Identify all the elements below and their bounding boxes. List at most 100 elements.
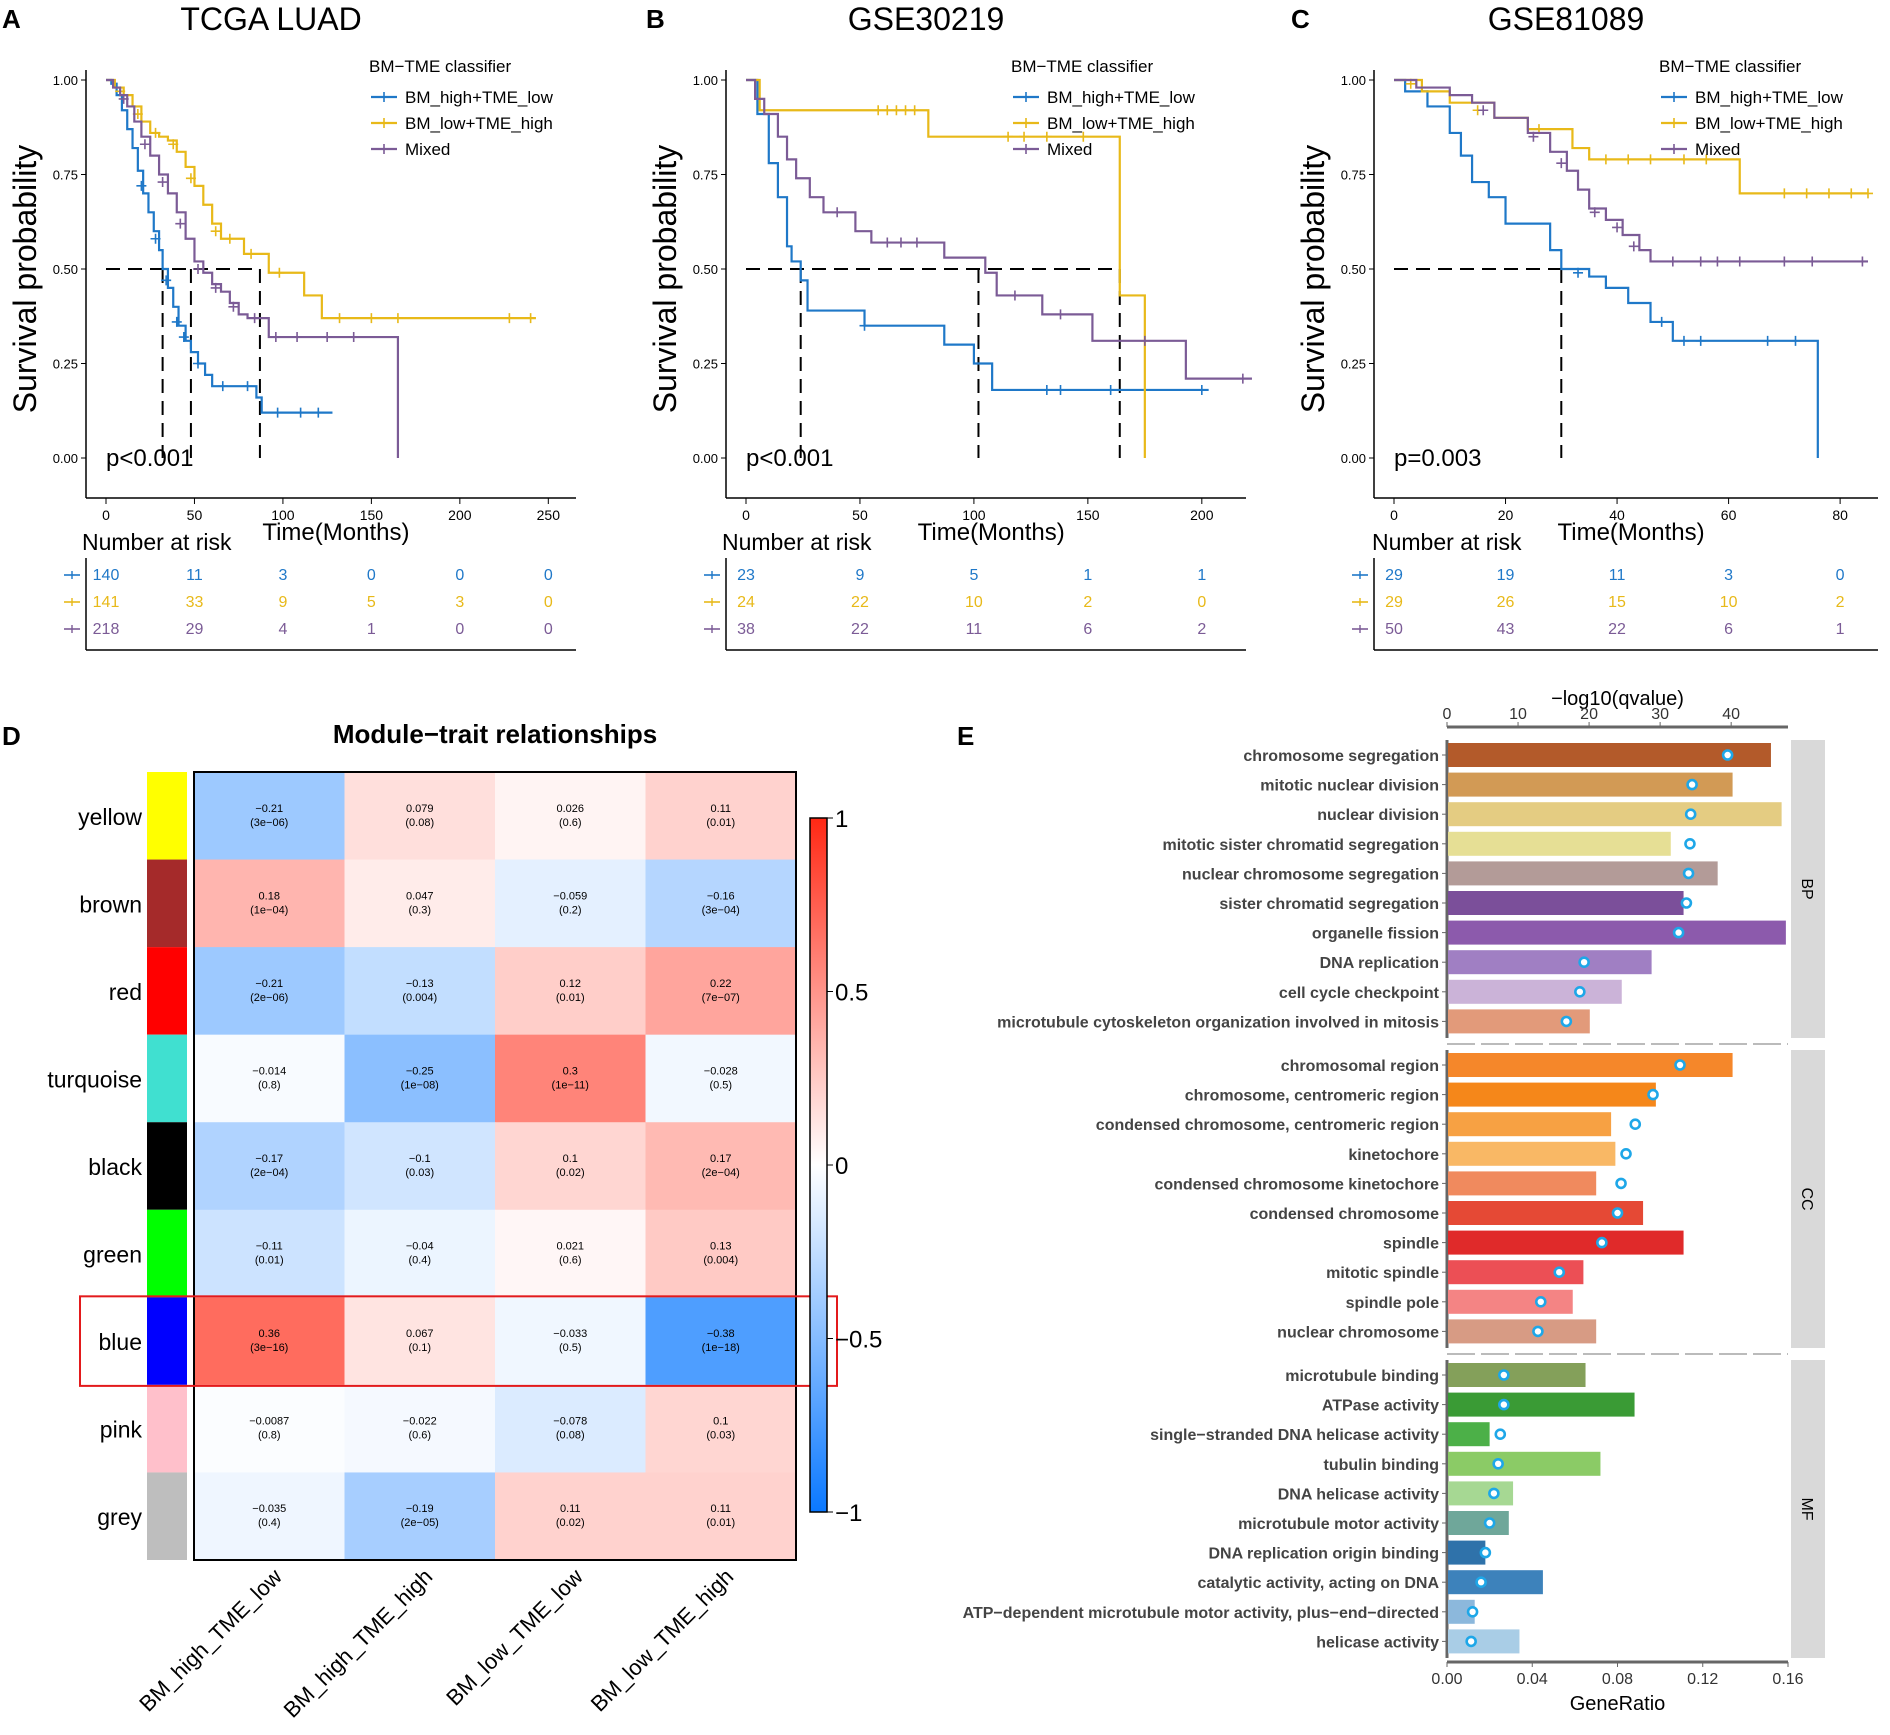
go-bar bbox=[1448, 1230, 1684, 1255]
censor-mark bbox=[895, 237, 906, 248]
cell-pvalue: (1e−04) bbox=[250, 904, 288, 916]
risk-count: 15 bbox=[1608, 594, 1626, 611]
legend-label: Mixed bbox=[1047, 140, 1092, 159]
censor-mark bbox=[504, 313, 515, 324]
go-bar bbox=[1448, 1053, 1733, 1077]
censor-mark bbox=[150, 233, 161, 244]
censor-mark bbox=[1823, 188, 1834, 199]
cell-value: −0.17 bbox=[255, 1153, 283, 1165]
censor-mark bbox=[210, 226, 221, 237]
y-tick-label: 0.75 bbox=[693, 168, 718, 183]
colorbar-tick-label: 1 bbox=[835, 806, 848, 833]
go-bar bbox=[1448, 1319, 1597, 1344]
y-tick-label: 0.00 bbox=[693, 451, 718, 466]
censor-mark bbox=[1589, 207, 1600, 218]
qvalue-point bbox=[1488, 1487, 1500, 1500]
cell-pvalue: (2e−06) bbox=[250, 992, 288, 1004]
go-term-label: DNA helicase activity bbox=[1278, 1486, 1439, 1503]
risk-count: 11 bbox=[186, 567, 203, 584]
risk-count: 2 bbox=[1197, 621, 1206, 638]
qvalue-point bbox=[1684, 837, 1696, 850]
x-axis-label: Time(Months) bbox=[1557, 519, 1704, 546]
go-bar bbox=[1448, 1540, 1486, 1565]
censor-mark bbox=[900, 105, 911, 116]
chart-title: GSE30219 bbox=[848, 1, 1005, 37]
cell-pvalue: (0.01) bbox=[556, 992, 585, 1004]
risk-count: 5 bbox=[367, 594, 376, 611]
censor-mark bbox=[272, 407, 283, 418]
qvalue-point bbox=[1498, 1398, 1510, 1411]
go-bar bbox=[1448, 950, 1652, 975]
risk-count: 0 bbox=[455, 567, 464, 584]
risk-count: 22 bbox=[851, 621, 869, 638]
cell-value: −0.16 bbox=[707, 890, 735, 902]
go-bar bbox=[1448, 1392, 1635, 1417]
censor-mark bbox=[1656, 316, 1667, 327]
censor-mark bbox=[1078, 131, 1089, 142]
censor-mark bbox=[1041, 131, 1052, 142]
risk-count: 10 bbox=[965, 594, 983, 611]
x-tick-label: 100 bbox=[962, 507, 986, 523]
go-panel-e: E −log10(qvalue) 0 10 20 30 40 0.00 0.04 0.08 0.12… bbox=[957, 688, 1825, 1715]
cell-value: 0.079 bbox=[406, 803, 434, 815]
module-label: turquoise bbox=[47, 1066, 142, 1092]
heatmap-cell bbox=[344, 1209, 496, 1298]
go-term-label: mitotic nuclear division bbox=[1260, 778, 1439, 795]
risk-count: 11 bbox=[1609, 567, 1626, 584]
risk-count: 5 bbox=[969, 567, 978, 584]
risk-count: 23 bbox=[737, 567, 755, 584]
top-axis-tick-label: 10 bbox=[1509, 706, 1527, 723]
censor-mark bbox=[210, 282, 221, 293]
go-bar bbox=[1448, 1363, 1586, 1387]
risk-count: 9 bbox=[278, 594, 287, 611]
heatmap-cell bbox=[495, 947, 646, 1036]
heatmap-cell bbox=[645, 1384, 797, 1473]
panel-label: C bbox=[1291, 4, 1310, 34]
y-tick-label: 0.50 bbox=[693, 262, 718, 277]
risk-count: 3 bbox=[455, 594, 464, 611]
cell-value: 0.13 bbox=[710, 1241, 731, 1253]
risk-count: 10 bbox=[1720, 594, 1738, 611]
cell-value: 0.3 bbox=[563, 1065, 578, 1077]
x-tick-label: 0.00 bbox=[1431, 1671, 1462, 1688]
cell-value: −0.078 bbox=[553, 1416, 587, 1428]
censor-mark bbox=[891, 105, 902, 116]
heatmap-cell bbox=[495, 1034, 646, 1123]
cell-pvalue: (0.2) bbox=[559, 904, 582, 916]
cell-pvalue: (0.004) bbox=[703, 1255, 738, 1267]
go-bar bbox=[1448, 1289, 1573, 1314]
censor-mark bbox=[1478, 105, 1489, 116]
cell-value: −0.19 bbox=[406, 1503, 434, 1515]
cell-value: −0.059 bbox=[553, 890, 587, 902]
panel-label: E bbox=[957, 721, 974, 751]
censor-mark bbox=[295, 407, 306, 418]
colorbar-tick-label: −0.5 bbox=[835, 1327, 882, 1354]
censor-mark bbox=[1779, 188, 1790, 199]
cell-pvalue: (0.8) bbox=[258, 1079, 281, 1091]
censor-mark bbox=[1762, 335, 1773, 346]
highlight-box bbox=[79, 1295, 838, 1387]
go-term-label: microtubule binding bbox=[1285, 1368, 1439, 1385]
cell-value: −0.25 bbox=[406, 1065, 434, 1077]
cell-pvalue: (0.1) bbox=[408, 1342, 431, 1354]
legend-label: BM_low+TME_high bbox=[1047, 114, 1195, 133]
go-bar bbox=[1448, 1422, 1490, 1447]
km-curve-0 bbox=[106, 78, 333, 414]
go-term-label: chromosome segregation bbox=[1243, 748, 1439, 765]
module-color-swatch bbox=[147, 859, 187, 948]
censor-mark bbox=[859, 320, 870, 331]
module-color-swatch bbox=[147, 772, 187, 860]
heatmap-cell bbox=[194, 1122, 345, 1211]
qvalue-point bbox=[1596, 1236, 1608, 1249]
go-term-label: condensed chromosome bbox=[1250, 1206, 1439, 1223]
panel-label: D bbox=[2, 721, 21, 751]
censor-mark bbox=[178, 332, 189, 343]
cell-pvalue: (3e−06) bbox=[250, 817, 288, 829]
censor-mark bbox=[1645, 154, 1656, 165]
cell-value: 0.12 bbox=[560, 978, 581, 990]
qvalue-point bbox=[1629, 1118, 1642, 1130]
legend-label: BM_low+TME_high bbox=[1695, 114, 1843, 133]
cell-value: −0.13 bbox=[406, 978, 434, 990]
censor-mark bbox=[1857, 256, 1868, 267]
